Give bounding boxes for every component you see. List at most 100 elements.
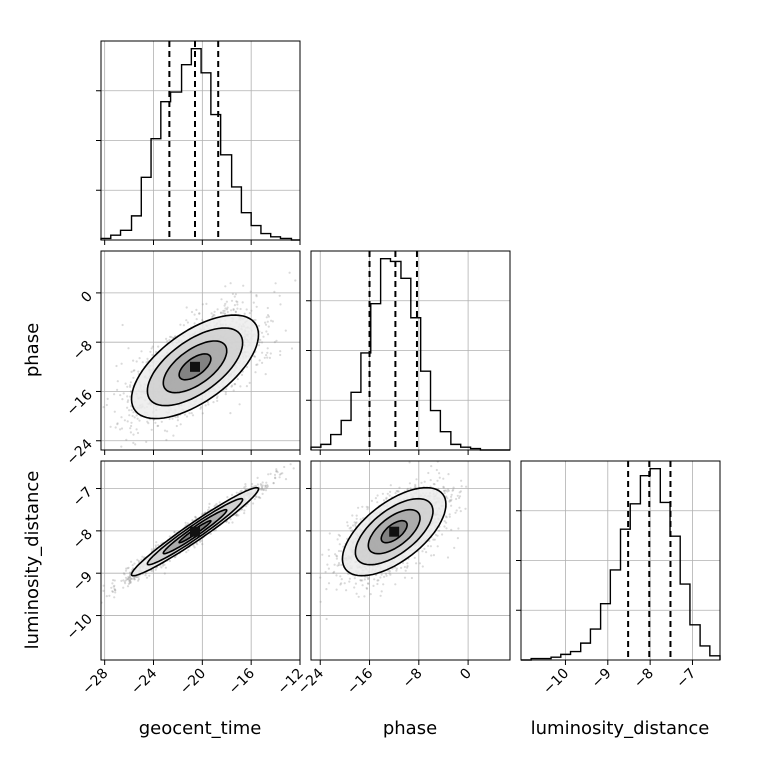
sample-point	[126, 385, 129, 388]
sample-point	[224, 307, 227, 310]
sample-point	[135, 414, 138, 417]
sample-point	[145, 576, 149, 579]
sample-point	[164, 566, 167, 569]
sample-point	[191, 414, 195, 417]
sample-point	[216, 399, 219, 402]
sample-point	[243, 312, 246, 315]
sample-point	[261, 488, 264, 491]
sample-point	[274, 476, 277, 479]
sample-point	[123, 419, 126, 422]
sample-point	[274, 282, 277, 285]
sample-point	[373, 578, 376, 581]
sample-point	[163, 572, 166, 575]
sample-point	[102, 406, 105, 409]
sample-point	[236, 303, 239, 306]
sample-point	[235, 514, 238, 517]
sample-point	[128, 571, 132, 574]
sample-point	[241, 301, 244, 304]
sample-point	[450, 495, 453, 498]
sample-point	[253, 497, 256, 501]
sample-point	[154, 421, 157, 424]
sample-point	[210, 312, 213, 315]
sample-point	[137, 370, 140, 373]
sample-point	[121, 398, 124, 401]
sample-point	[119, 428, 122, 431]
sample-point	[355, 592, 358, 595]
sample-point	[222, 309, 225, 312]
sample-point	[149, 350, 152, 353]
sample-point	[127, 578, 130, 581]
sample-point	[235, 514, 238, 517]
sample-point	[111, 582, 114, 585]
sample-point	[122, 579, 125, 582]
sample-point	[140, 558, 143, 561]
sample-point	[273, 290, 276, 293]
sample-point	[186, 522, 189, 525]
sample-point	[211, 315, 214, 318]
sample-point	[124, 569, 128, 572]
sample-point	[264, 323, 268, 326]
sample-point	[129, 385, 132, 388]
sample-point	[254, 318, 257, 322]
sample-point	[257, 496, 260, 499]
sample-point	[278, 473, 281, 476]
sample-point	[97, 600, 99, 602]
sample-point	[354, 523, 357, 526]
sample-point	[267, 473, 270, 476]
sample-point	[145, 440, 148, 443]
sample-point	[255, 294, 258, 297]
sample-point	[213, 505, 216, 508]
sample-point	[173, 531, 176, 534]
sample-point	[283, 465, 286, 469]
sample-point	[432, 482, 435, 486]
sample-point	[126, 578, 129, 581]
sample-point	[133, 576, 136, 579]
sample-point	[193, 322, 196, 325]
sample-point	[129, 431, 132, 434]
sample-point	[129, 575, 132, 578]
sample-point	[128, 414, 131, 417]
sample-point	[223, 312, 226, 315]
sample-point	[239, 385, 242, 388]
sample-point	[269, 472, 272, 475]
sample-point	[265, 330, 268, 333]
sample-point	[206, 400, 209, 404]
sample-point	[133, 562, 136, 565]
contour-1-0	[178, 519, 212, 544]
sample-point	[250, 309, 253, 312]
sample-point	[135, 428, 138, 431]
sample-point	[337, 533, 340, 536]
sample-point	[163, 563, 166, 566]
sample-point	[258, 341, 261, 344]
sample-point	[92, 602, 94, 604]
sample-point	[126, 400, 129, 404]
sample-point	[260, 341, 264, 344]
sample-point	[238, 403, 241, 406]
sample-point	[261, 351, 264, 354]
sample-point	[223, 309, 226, 312]
sample-point	[135, 360, 138, 363]
sample-point	[263, 356, 266, 359]
sample-point	[98, 592, 100, 594]
sample-point	[120, 427, 124, 430]
sample-point	[154, 568, 157, 571]
sample-point	[208, 502, 211, 505]
sample-point	[132, 359, 135, 362]
sample-point	[436, 545, 439, 548]
sample-point	[353, 577, 356, 580]
sample-point	[268, 356, 271, 359]
sample-point	[265, 486, 268, 489]
sample-point	[145, 361, 148, 364]
sample-point	[111, 590, 114, 593]
sample-point	[255, 295, 258, 298]
sample-point	[179, 423, 182, 426]
sample-point	[157, 345, 160, 348]
sample-point	[122, 572, 125, 575]
sample-point	[209, 532, 212, 535]
contour-1-1	[162, 508, 228, 555]
sample-point	[219, 311, 222, 314]
sample-point	[188, 412, 191, 415]
sample-point	[131, 564, 134, 567]
sample-point	[220, 298, 223, 301]
sample-point	[271, 320, 274, 323]
